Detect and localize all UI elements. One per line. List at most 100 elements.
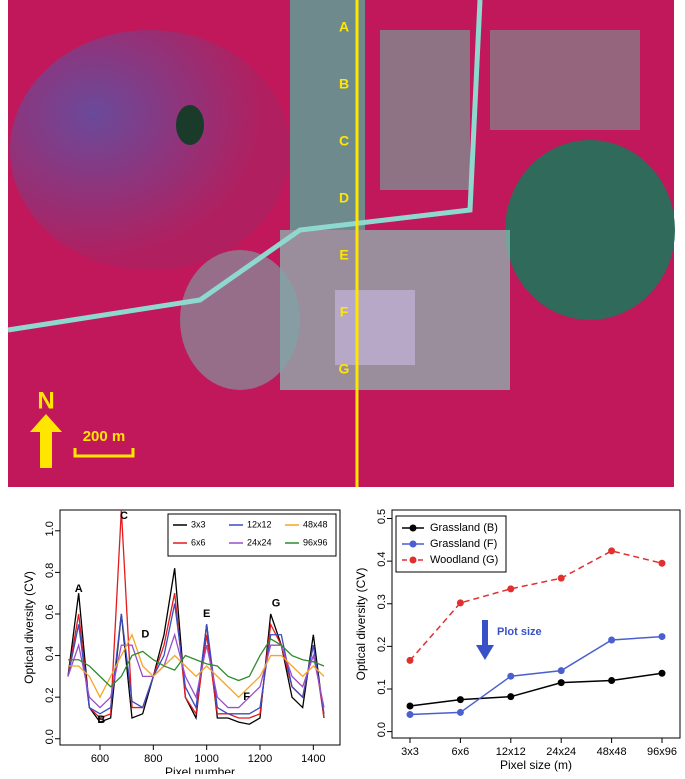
transect-label: E bbox=[339, 247, 348, 263]
y-tick-label: 0.6 bbox=[44, 604, 56, 619]
series-line bbox=[67, 632, 325, 709]
field bbox=[290, 0, 365, 230]
annotation-arrow bbox=[476, 620, 494, 660]
x-tick-label: 48x48 bbox=[597, 746, 627, 758]
x-tick-label: 6x6 bbox=[452, 746, 470, 758]
x-axis-label: Pixel number bbox=[165, 765, 235, 774]
legend-marker bbox=[409, 524, 417, 532]
chart-left: 0.0 0.2 0.4 0.6 0.8 1.0 600 800 1000 1200 1400 Pixe… bbox=[22, 509, 341, 779]
x-tick-label: 800 bbox=[144, 753, 162, 765]
north-arrow bbox=[30, 414, 62, 468]
point bbox=[406, 711, 414, 719]
legend-label: Woodland (G) bbox=[430, 554, 498, 566]
point bbox=[658, 633, 666, 641]
x-tick-label: 600 bbox=[91, 753, 109, 765]
legend-marker bbox=[409, 540, 417, 548]
point bbox=[507, 585, 515, 593]
y-tick-label: 0.8 bbox=[44, 563, 56, 578]
series-line bbox=[68, 633, 325, 699]
transect-label: F bbox=[340, 304, 349, 320]
x-axis-label: Pixel size (m) bbox=[500, 758, 572, 772]
annotation: A bbox=[75, 583, 83, 595]
point bbox=[406, 656, 414, 664]
y-tick-label: 0.0 bbox=[44, 729, 56, 744]
x-tick-label: 96x96 bbox=[647, 746, 677, 758]
point bbox=[406, 702, 414, 710]
y-tick-label: 0.2 bbox=[376, 637, 388, 652]
point bbox=[658, 559, 666, 567]
point bbox=[456, 696, 464, 704]
legend-label: 3x3 bbox=[191, 519, 206, 529]
x-tick-label: 1000 bbox=[194, 753, 218, 765]
point bbox=[557, 679, 565, 687]
point bbox=[507, 693, 515, 701]
legend-label: Grassland (F) bbox=[430, 538, 497, 550]
legend-label: 96x96 bbox=[303, 537, 328, 547]
legend-label: 24x24 bbox=[247, 537, 272, 547]
point bbox=[608, 636, 616, 644]
legend-label: 48x48 bbox=[303, 519, 328, 529]
plots bbox=[335, 290, 415, 365]
y-tick-label: 0.4 bbox=[376, 551, 388, 566]
aerial-image: A B C D E F G N 200 m bbox=[7, 0, 675, 487]
legend-box bbox=[167, 513, 337, 557]
transect-label: G bbox=[339, 361, 350, 377]
series-line bbox=[409, 672, 663, 707]
point bbox=[658, 669, 666, 677]
y-tick-label: 0.1 bbox=[376, 679, 388, 694]
point bbox=[608, 547, 616, 555]
point bbox=[456, 708, 464, 716]
point bbox=[557, 574, 565, 582]
annotation: Plot size bbox=[497, 626, 542, 638]
annotation: D bbox=[141, 629, 149, 641]
y-tick-label: 0.0 bbox=[376, 722, 388, 737]
transect-label: C bbox=[339, 133, 349, 149]
point bbox=[456, 599, 464, 607]
annotation: G bbox=[272, 597, 281, 609]
transect-label: A bbox=[339, 19, 349, 35]
field bbox=[380, 30, 470, 190]
series-line bbox=[409, 550, 663, 661]
x-tick-label: 3x3 bbox=[401, 746, 419, 758]
road bbox=[7, 0, 483, 333]
x-tick-label: 12x12 bbox=[496, 746, 526, 758]
y-axis-label: Optical diversity (CV) bbox=[22, 571, 36, 684]
image-labels: A B C D E F G bbox=[339, 19, 350, 377]
y-axis-label: Optical diversity (CV) bbox=[354, 568, 368, 681]
annotation: E bbox=[203, 608, 210, 620]
legend-label: 12x12 bbox=[247, 519, 272, 529]
plot-frame bbox=[391, 509, 681, 739]
annotation: F bbox=[243, 691, 250, 703]
wetland bbox=[10, 30, 290, 270]
chart-right: 0.0 0.1 0.2 0.3 0.4 0.5 3x3 6x6 12x12 24x24 48x48 9… bbox=[354, 509, 681, 772]
field bbox=[490, 30, 640, 130]
legend-label: Grassland (B) bbox=[430, 522, 498, 534]
annotation: C bbox=[120, 510, 128, 522]
north-label: N bbox=[37, 387, 54, 414]
y-tick-label: 1.0 bbox=[44, 521, 56, 536]
y-tick-label: 0.2 bbox=[44, 688, 56, 703]
scale-label: 200 m bbox=[83, 428, 126, 445]
clearing bbox=[180, 250, 300, 390]
x-tick-label: 24x24 bbox=[546, 746, 576, 758]
legend-label: 6x6 bbox=[191, 537, 206, 547]
y-tick-label: 0.5 bbox=[376, 509, 388, 524]
pond bbox=[176, 105, 204, 145]
y-tick-label: 0.3 bbox=[376, 594, 388, 609]
point bbox=[557, 667, 565, 675]
x-tick-label: 1200 bbox=[248, 753, 272, 765]
series-line bbox=[68, 638, 325, 688]
series-line bbox=[67, 603, 325, 715]
point bbox=[608, 676, 616, 684]
transect-label: D bbox=[339, 190, 349, 206]
point bbox=[507, 672, 515, 680]
y-tick-label: 0.4 bbox=[44, 646, 56, 661]
transect-label: B bbox=[339, 76, 349, 92]
annotation: B bbox=[97, 714, 105, 726]
legend-marker bbox=[409, 556, 417, 564]
forest bbox=[505, 140, 675, 320]
plot-frame bbox=[59, 509, 341, 746]
scale-bar bbox=[73, 448, 135, 458]
series-line bbox=[409, 635, 663, 716]
